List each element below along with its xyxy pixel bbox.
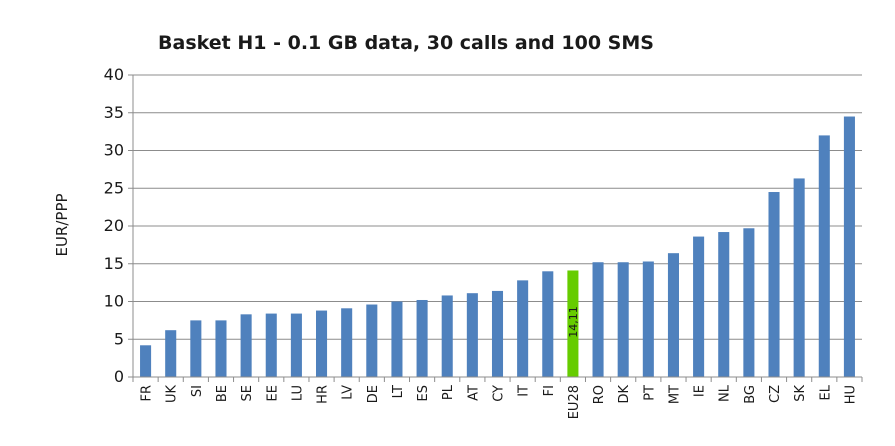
x-tick-label: PL	[441, 384, 456, 400]
x-tick-label: LT	[391, 385, 406, 398]
x-tick-label: IE	[693, 385, 708, 397]
bar	[491, 290, 504, 377]
x-tick-label: FR	[140, 385, 155, 402]
bars: 14,11	[140, 116, 855, 378]
bar	[265, 313, 277, 377]
x-tick-label: LU	[290, 385, 305, 401]
x-tick-label: FI	[542, 385, 557, 396]
y-tick-label: 10	[104, 292, 124, 311]
bar	[165, 330, 177, 377]
bar	[793, 178, 805, 377]
bar	[768, 192, 780, 377]
bar	[843, 116, 855, 378]
x-tick-label: DE	[366, 385, 381, 403]
x-tick-label: BE	[215, 385, 230, 402]
x-tick-label: PT	[642, 385, 657, 401]
x-tick-label: HR	[316, 385, 331, 404]
bar-highlight	[567, 270, 579, 377]
x-tick-label: CZ	[768, 385, 783, 403]
bar	[743, 228, 755, 377]
y-tick-label: 15	[104, 254, 124, 273]
data-label: 14,11	[567, 306, 580, 338]
bar	[642, 261, 654, 377]
bar	[316, 310, 328, 377]
x-tick-label: AT	[466, 385, 481, 401]
x-tick-label: RO	[592, 385, 607, 404]
x-tick-label: ES	[416, 385, 431, 401]
x-tick-label: EE	[265, 385, 280, 401]
bar	[416, 299, 428, 377]
bar	[466, 293, 478, 377]
bar	[240, 314, 252, 377]
x-tick-label: UK	[165, 385, 180, 404]
bar	[215, 320, 227, 378]
x-axis-labels: FR UK SI BE SE EE LU HR LV DE LT ES PL AT CY IT FI EU28 RO…	[132, 377, 863, 419]
x-tick-label: SK	[793, 385, 808, 402]
x-tick-label: SE	[240, 385, 255, 401]
gridlines	[133, 74, 862, 340]
y-tick-label: 35	[104, 103, 124, 122]
bar	[391, 301, 403, 377]
x-tick-label: CY	[492, 385, 507, 402]
bar	[366, 304, 378, 377]
x-tick-label: IT	[517, 385, 532, 397]
bar	[542, 271, 554, 377]
bar	[190, 320, 202, 378]
x-tick-label: EU28	[567, 385, 582, 419]
y-tick-label: 30	[104, 141, 124, 160]
bar	[818, 135, 830, 377]
bar	[517, 280, 529, 377]
y-tick-label: 20	[104, 216, 124, 235]
x-tick-label: BG	[743, 385, 758, 404]
bar	[718, 232, 730, 377]
x-tick-label: HU	[843, 385, 858, 404]
y-tick-label: 0	[114, 367, 124, 386]
bar	[441, 295, 453, 377]
x-tick-label: MT	[667, 385, 682, 404]
y-tick-label: 5	[114, 329, 124, 348]
bar	[693, 236, 705, 377]
bar	[140, 345, 152, 377]
x-tick-label: LV	[341, 385, 356, 400]
x-tick-label: EL	[818, 384, 833, 400]
y-tick-label: 40	[104, 65, 124, 84]
y-axis-label: EUR/PPP	[53, 193, 71, 256]
bar	[341, 308, 353, 377]
bar	[592, 262, 604, 377]
chart-title: Basket H1 - 0.1 GB data, 30 calls and 10…	[158, 32, 654, 54]
y-tick-label: 25	[104, 178, 124, 197]
y-axis-ticks: 0 5 10 15 20 25 30 35 40	[104, 65, 133, 386]
bar	[667, 253, 679, 377]
x-tick-label: NL	[718, 384, 733, 402]
x-tick-label: SI	[190, 385, 205, 397]
bar	[290, 313, 302, 377]
bar	[617, 262, 629, 377]
x-tick-label: DK	[617, 385, 632, 404]
